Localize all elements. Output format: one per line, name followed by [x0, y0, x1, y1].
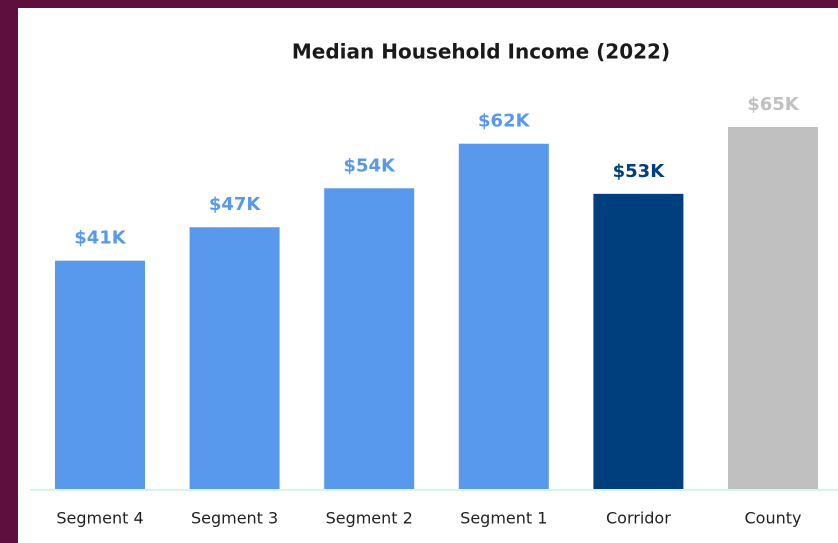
value-label: $47K: [209, 194, 262, 215]
chart-title: Median Household Income (2022): [292, 40, 670, 64]
x-tick-label: Corridor: [606, 509, 671, 528]
bar: [593, 193, 684, 490]
x-tick-label: Segment 2: [326, 509, 413, 528]
value-label: $41K: [74, 228, 127, 249]
bar: [55, 260, 145, 489]
x-tick-label: Segment 1: [460, 509, 547, 528]
card: [18, 8, 838, 543]
bar: [189, 227, 280, 489]
value-label: $54K: [343, 155, 396, 176]
value-label: $53K: [613, 161, 666, 182]
bar: [458, 143, 549, 489]
value-label: $65K: [747, 94, 800, 115]
x-tick-label: Segment 4: [56, 509, 143, 528]
bar: [324, 188, 415, 489]
value-label: $62K: [478, 111, 531, 132]
x-tick-label: Segment 3: [191, 509, 278, 528]
bar: [728, 127, 818, 489]
x-tick-label: County: [745, 509, 802, 528]
